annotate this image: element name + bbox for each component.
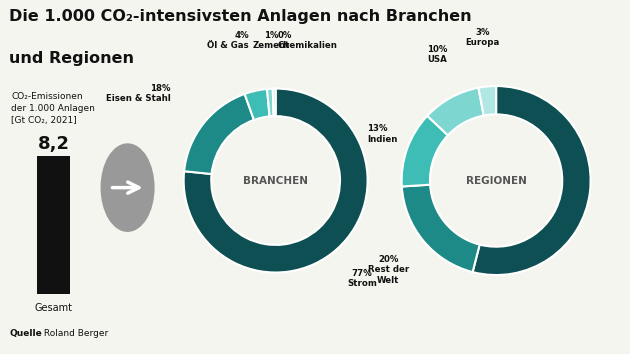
Bar (37, 156, 70, 294)
Text: 4%
Öl & Gas: 4% Öl & Gas (207, 31, 249, 50)
Text: Quelle: Quelle (9, 329, 42, 338)
Text: 8,2: 8,2 (38, 135, 69, 153)
Wedge shape (402, 116, 448, 187)
Text: 18%
Eisen & Stahl: 18% Eisen & Stahl (106, 84, 171, 103)
Wedge shape (184, 94, 254, 174)
Circle shape (101, 144, 154, 231)
Text: 20%
Rest der
Welt: 20% Rest der Welt (368, 255, 409, 285)
Text: BRANCHEN: BRANCHEN (243, 176, 308, 185)
Text: und Regionen: und Regionen (9, 51, 134, 66)
Text: 13%
Indien: 13% Indien (367, 124, 398, 144)
Text: Die 1.000 CO₂-intensivsten Anlagen nach Branchen: Die 1.000 CO₂-intensivsten Anlagen nach … (9, 9, 472, 24)
Text: REGIONEN: REGIONEN (466, 176, 527, 185)
Text: 3%
Europa: 3% Europa (466, 28, 500, 47)
Wedge shape (273, 88, 276, 116)
Text: 10%
USA: 10% USA (427, 45, 447, 64)
Wedge shape (472, 86, 590, 275)
Text: 77%
Strom: 77% Strom (347, 269, 377, 288)
Text: CO₂-Emissionen
der 1.000 Anlagen
[Gt CO₂, 2021]: CO₂-Emissionen der 1.000 Anlagen [Gt CO₂… (11, 92, 95, 125)
Wedge shape (184, 88, 368, 273)
Text: 1%
Zement: 1% Zement (253, 31, 290, 51)
Wedge shape (427, 88, 484, 135)
Wedge shape (244, 89, 270, 120)
Text: 0%
Chemikalien: 0% Chemikalien (278, 31, 338, 51)
Text: 54%
China: 54% China (629, 188, 630, 207)
Wedge shape (478, 86, 496, 115)
Text: Gesamt: Gesamt (35, 303, 72, 313)
Wedge shape (267, 88, 273, 116)
Wedge shape (402, 185, 479, 272)
Text: Roland Berger: Roland Berger (41, 329, 108, 338)
